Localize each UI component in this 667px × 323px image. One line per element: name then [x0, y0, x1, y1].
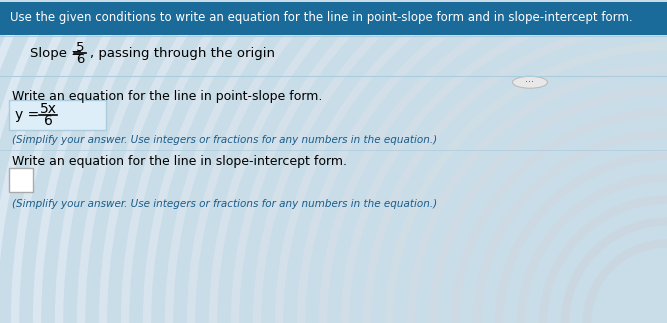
Text: 6: 6 [76, 53, 84, 66]
Text: , passing through the origin: , passing through the origin [90, 47, 275, 60]
Text: (Simplify your answer. Use integers or fractions for any numbers in the equation: (Simplify your answer. Use integers or f… [12, 199, 437, 209]
Text: (Simplify your answer. Use integers or fractions for any numbers in the equation: (Simplify your answer. Use integers or f… [12, 135, 437, 145]
Text: Write an equation for the line in slope-intercept form.: Write an equation for the line in slope-… [12, 155, 347, 168]
FancyBboxPatch shape [0, 2, 667, 35]
Text: ···: ··· [526, 77, 534, 87]
Text: Slope =: Slope = [30, 47, 87, 60]
Text: y =: y = [15, 108, 39, 122]
FancyBboxPatch shape [9, 168, 33, 192]
Text: Write an equation for the line in point-slope form.: Write an equation for the line in point-… [12, 90, 322, 103]
Ellipse shape [512, 76, 548, 88]
Text: Use the given conditions to write an equation for the line in point-slope form a: Use the given conditions to write an equ… [10, 11, 632, 24]
Text: 5x: 5x [39, 102, 57, 116]
Text: 5: 5 [76, 41, 84, 54]
FancyBboxPatch shape [9, 100, 106, 130]
Text: 6: 6 [43, 114, 53, 128]
